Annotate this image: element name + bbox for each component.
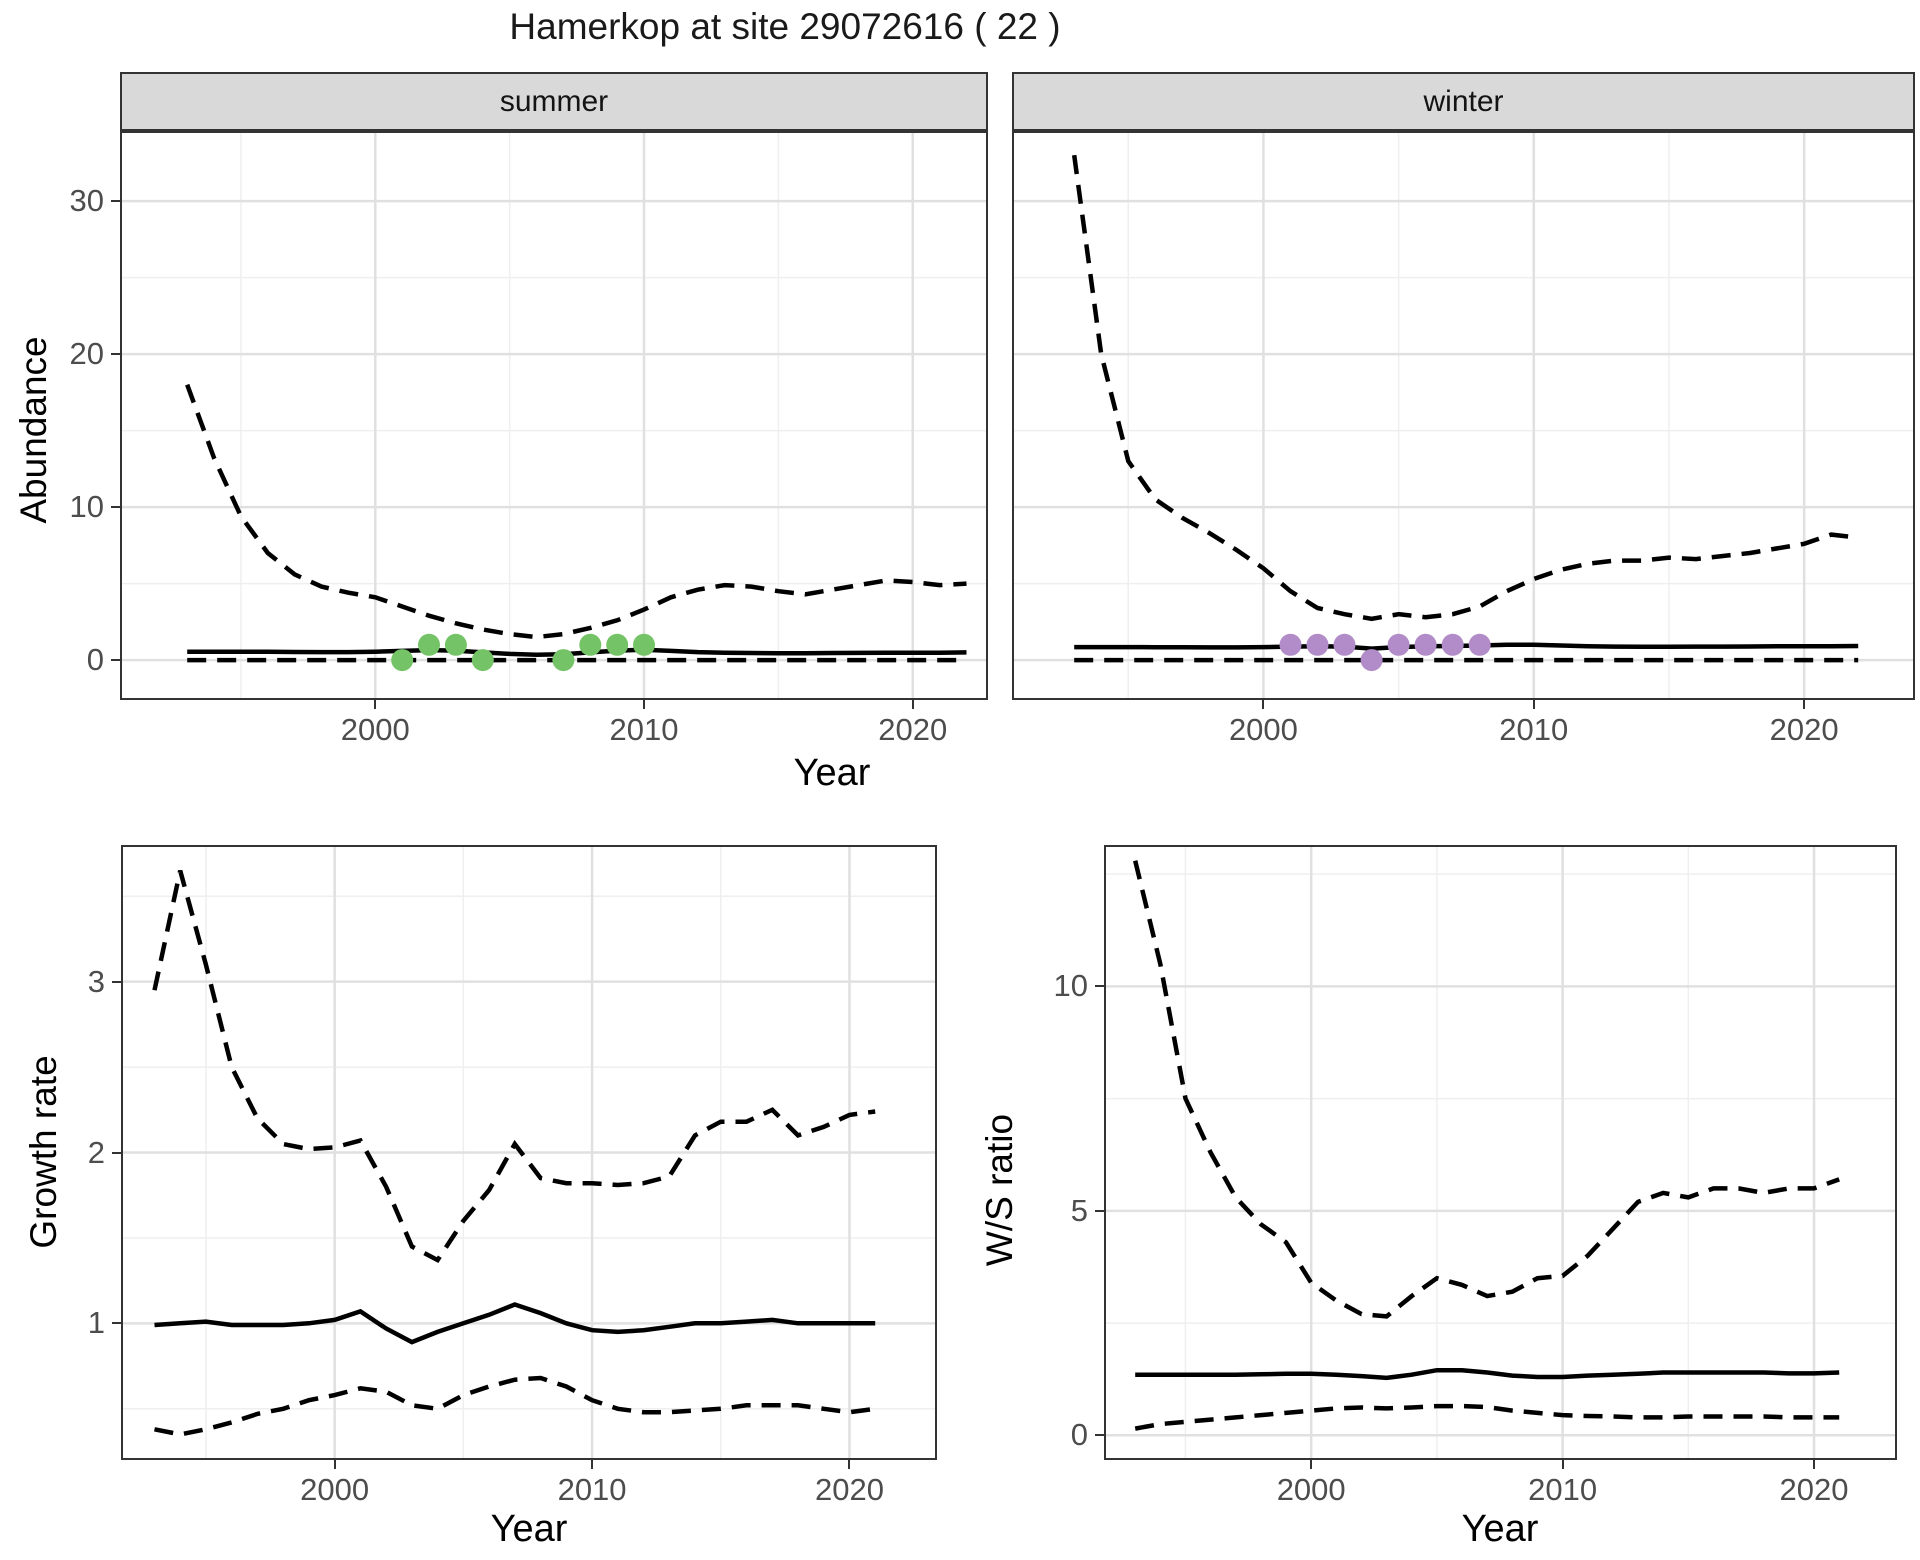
summer-y-tick [111, 353, 120, 356]
winter-observed-point [1468, 633, 1491, 656]
summer-x-tick [911, 700, 914, 709]
growth-rate-panel [121, 845, 937, 1460]
ws-upper_ci-line [1133, 860, 1840, 1319]
winter-x-tick-label: 2010 [1499, 712, 1569, 747]
summer-observed-point [606, 633, 629, 656]
growth-rate-axis-title: Growth rate [23, 1055, 64, 1249]
growth-mean-line [154, 1302, 876, 1345]
winter-observed-point [1414, 633, 1437, 656]
growth-x-tick-label: 2010 [557, 1472, 627, 1507]
winter-observed-point [1333, 633, 1356, 656]
summer-observed-point [418, 633, 440, 656]
ws-panel-border [1104, 845, 1897, 1460]
facet-strip-winter: winter [1012, 72, 1915, 131]
summer-observed-point [444, 633, 467, 656]
facet-strip-summer-label: summer [499, 84, 609, 118]
summer-y-tick [111, 659, 120, 662]
summer-mean-line [187, 647, 967, 657]
winter-x-tick [1532, 700, 1535, 709]
growth-x-tick [333, 1460, 336, 1469]
growth-x-tick-label: 2000 [300, 1472, 370, 1507]
winter-x-tick-label: 2020 [1769, 712, 1839, 747]
winter-x-tick-label: 2000 [1228, 712, 1298, 747]
summer-upper_ci-line [185, 383, 967, 640]
growth-x-tick [848, 1460, 851, 1469]
winter-observed-point [1441, 633, 1464, 656]
summer-x-tick-label: 2000 [340, 712, 410, 747]
growth-y-tick [112, 1322, 121, 1325]
growth-y-tick [112, 1151, 121, 1154]
facet-strip-summer: summer [120, 72, 988, 131]
growth-x-tick [591, 1460, 594, 1469]
growth-y-tick-label: 1 [87, 1305, 105, 1341]
winter-observed-point [1306, 633, 1329, 656]
winter-mean-line [1074, 642, 1859, 651]
growth-y-tick-label: 3 [87, 963, 105, 999]
ws-y-tick [1095, 1209, 1104, 1212]
abundance-axis-title: Abundance [13, 336, 54, 524]
summer-y-tick-label: 30 [69, 183, 104, 219]
ws-ratio-panel [1104, 845, 1897, 1460]
ws-y-tick-label: 0 [1070, 1417, 1088, 1453]
summer-x-tick [643, 700, 646, 709]
summer-observed-point [471, 649, 494, 672]
ws-x-tick-label: 2010 [1528, 1472, 1598, 1507]
winter-abundance-panel [1012, 131, 1915, 700]
ws-y-tick [1095, 1434, 1104, 1437]
ws-ratio-axis-title: W/S ratio [979, 1113, 1020, 1267]
summer-y-tick [111, 200, 120, 203]
summer-y-tick-label: 0 [86, 642, 104, 678]
ws-x-tick [1561, 1460, 1564, 1469]
growth-lower_ci-line [154, 1375, 876, 1437]
summer-x-tick [374, 700, 377, 709]
facet-strip-winter-label: winter [1423, 84, 1504, 118]
winter-upper_ci-line [1071, 154, 1859, 622]
summer-y-tick-label: 10 [69, 489, 104, 525]
summer-panel-border [120, 131, 988, 700]
growth-panel-border [121, 845, 937, 1460]
summer-y-tick [111, 506, 120, 509]
ws-lower_ci-line [1134, 1403, 1840, 1431]
growth-year-axis-title: Year [490, 1508, 568, 1550]
winter-panel-border [1012, 131, 1915, 700]
summer-observed-point [552, 649, 575, 672]
figure-title: Hamerkop at site 29072616 ( 22 ) [509, 6, 1061, 47]
ws-y-tick-label: 5 [1070, 1192, 1088, 1228]
summer-x-tick-label: 2010 [609, 712, 679, 747]
ws-mean-line [1135, 1367, 1840, 1381]
ws-x-tick-label: 2020 [1779, 1472, 1849, 1507]
winter-x-tick [1803, 700, 1806, 709]
growth-x-tick-label: 2020 [814, 1472, 884, 1507]
ws-y-tick [1095, 985, 1104, 988]
growth-y-tick [112, 980, 121, 983]
ws-x-tick [1813, 1460, 1816, 1469]
winter-observed-point [1387, 633, 1410, 656]
summer-y-tick-label: 20 [69, 336, 104, 372]
ws-year-axis-title: Year [1461, 1508, 1539, 1550]
summer-observed-point [579, 633, 602, 656]
winter-observed-point [1360, 649, 1383, 672]
summer-x-tick-label: 2020 [878, 712, 948, 747]
summer-observed-point [391, 649, 414, 672]
growth-y-tick-label: 2 [87, 1134, 105, 1170]
top-year-axis-title: Year [793, 752, 871, 794]
winter-x-tick [1262, 700, 1265, 709]
growth-upper_ci-line [152, 870, 876, 1264]
summer-abundance-panel [120, 131, 988, 700]
winter-observed-point [1279, 633, 1302, 656]
ws-x-tick [1310, 1460, 1313, 1469]
ws-x-tick-label: 2000 [1276, 1472, 1346, 1507]
ws-y-tick-label: 10 [1053, 968, 1088, 1004]
summer-observed-point [633, 633, 655, 656]
